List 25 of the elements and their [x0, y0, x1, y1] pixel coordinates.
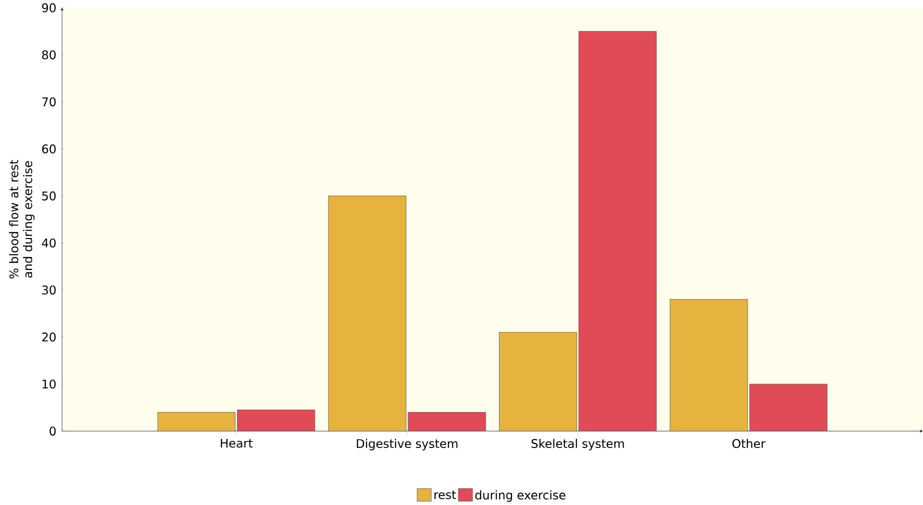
- y-tick-label: 20: [42, 332, 56, 342]
- bar: [157, 412, 236, 432]
- y-tick-label: 40: [42, 238, 56, 248]
- bar: [578, 31, 657, 432]
- y-tick-label: 90: [42, 3, 56, 12]
- bar: [670, 299, 748, 432]
- y-tick-label: 50: [42, 192, 56, 201]
- x-tick-label: Other: [732, 438, 766, 448]
- x-tick-label: Digestive system: [356, 438, 458, 450]
- y-tick-label: 70: [42, 97, 56, 106]
- bar: [499, 332, 578, 432]
- y-axis-title: % blood flow at rest and during exercise: [9, 160, 35, 279]
- bar: [237, 410, 316, 432]
- legend-label: during exercise: [475, 490, 566, 502]
- y-tick-label: 30: [42, 286, 56, 295]
- bar: [328, 196, 406, 432]
- y-tick-label: 80: [42, 50, 56, 60]
- x-tick-label: Heart: [220, 438, 253, 448]
- legend-label: rest: [434, 490, 456, 500]
- y-tick-label: 10: [42, 380, 56, 389]
- bar: [408, 412, 486, 432]
- y-tick-label: 60: [42, 144, 56, 154]
- x-tick-label: Skeletal system: [532, 438, 624, 450]
- bar: [749, 384, 828, 432]
- y-tick-label: 0: [50, 426, 56, 436]
